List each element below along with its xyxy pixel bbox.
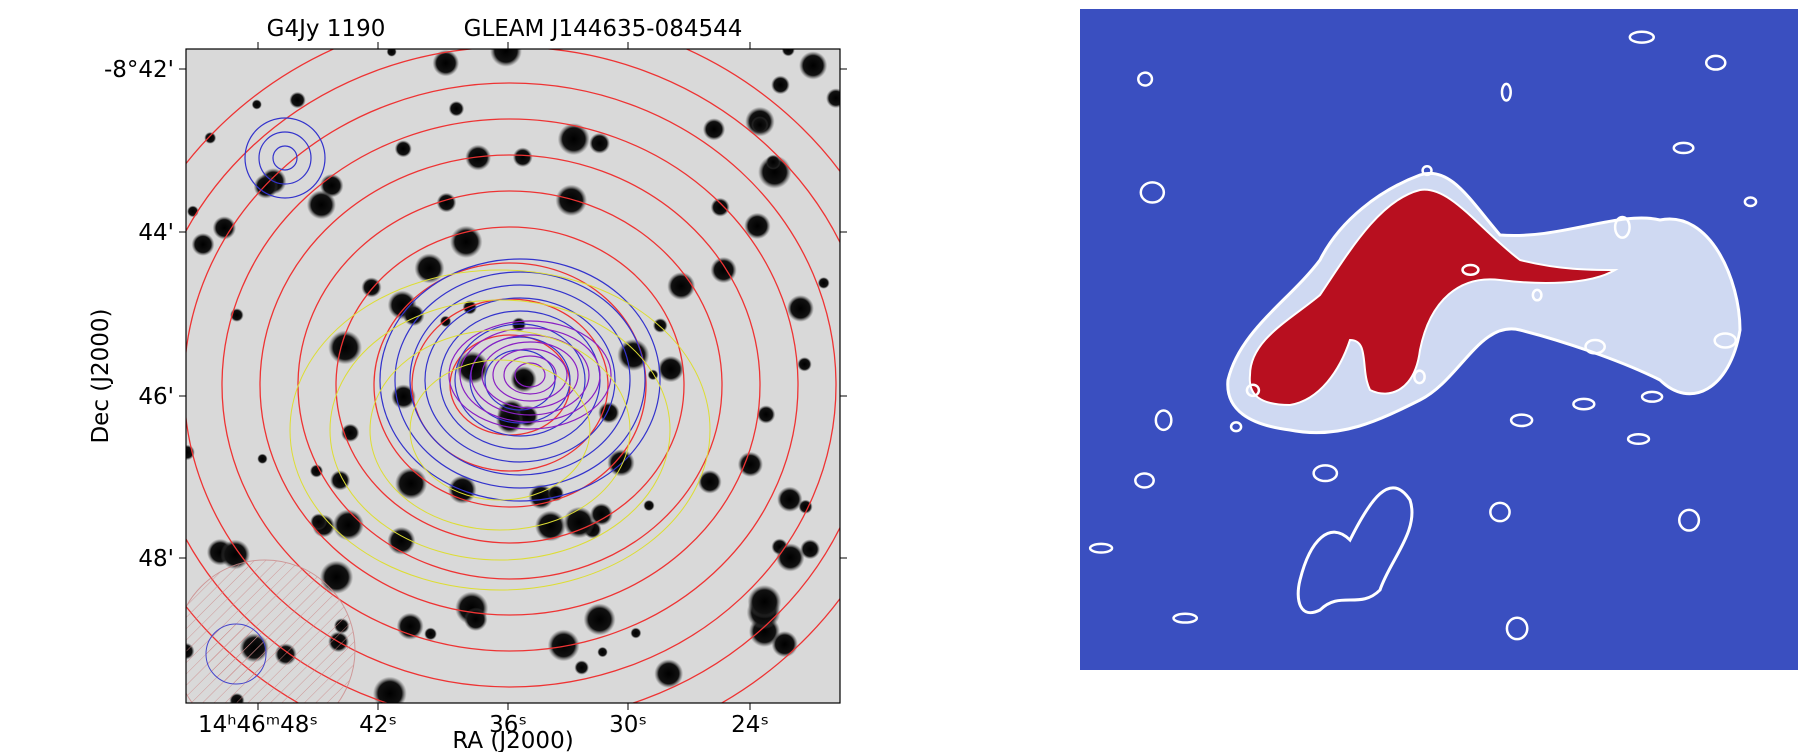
star [450,226,482,258]
x-tick-label: 24ˢ [731,712,769,738]
star [510,366,537,393]
star [776,543,804,571]
star [307,190,336,219]
star [395,467,427,499]
star [703,118,725,140]
star [333,509,364,540]
star [710,257,736,283]
y-tick-label: 44' [138,220,174,246]
star [643,500,654,511]
star [667,272,695,300]
star [449,101,465,117]
star [757,405,775,423]
star [361,277,381,297]
star [310,513,327,530]
y-tick-label: -8°42' [104,57,174,83]
star [772,631,798,657]
optical-image [108,11,912,752]
star [799,51,827,79]
star [513,147,533,167]
star [424,627,437,640]
star [395,140,412,157]
star [771,76,790,95]
star [698,470,722,494]
star [653,318,668,333]
title: G4Jy 1190 [267,16,386,42]
y-tick-label: 46' [138,384,174,410]
radio-image [1080,9,1798,670]
star [657,356,684,383]
star [310,464,323,477]
star [589,133,610,154]
star [748,585,782,619]
star [289,92,306,109]
star [826,88,846,108]
x-tick-label: 14ʰ46ᵐ48ˢ [198,712,318,738]
star [535,510,566,541]
x-tick-label: 30ˢ [609,712,647,738]
star [584,603,616,635]
star [555,185,587,217]
star [547,485,563,501]
star [257,454,267,464]
star [751,116,768,133]
star [397,613,424,640]
star [204,132,216,144]
star [818,277,830,289]
star [648,369,659,380]
star [598,402,620,424]
title: GLEAM J144635-084544 [464,16,743,42]
star [782,43,795,56]
star [797,357,811,371]
star [192,233,215,256]
y-tick-label: 48' [138,546,174,572]
star [597,647,608,658]
figure: G4Jy 1190 GLEAM J144635-084544 RA (J2000… [0,0,1815,752]
x-tick-label: 36ˢ [489,712,527,738]
star [711,198,730,217]
star [252,99,262,109]
star [574,660,589,675]
x-tick-label: 42ˢ [359,712,397,738]
star [213,216,236,239]
star [630,628,641,639]
y-axis-label: Dec (J2000) [88,308,114,443]
star [787,295,814,322]
star [387,47,397,57]
star [548,630,580,662]
